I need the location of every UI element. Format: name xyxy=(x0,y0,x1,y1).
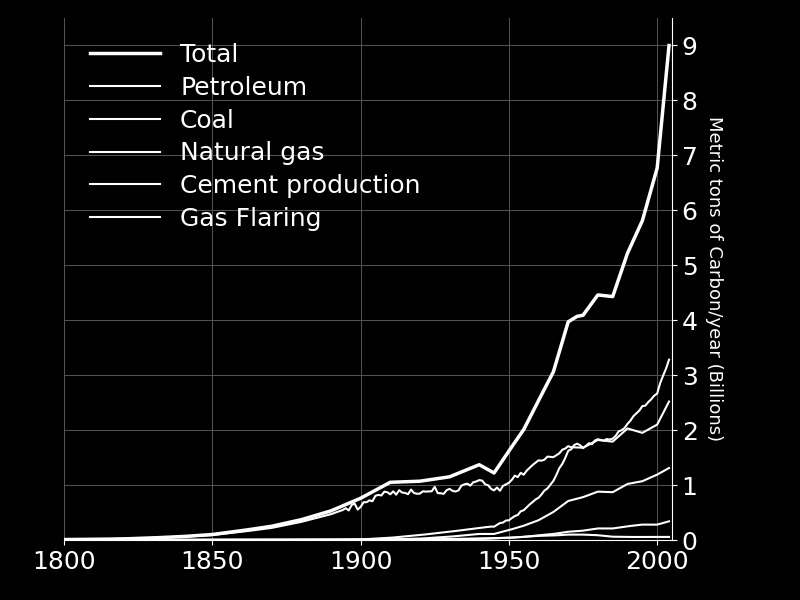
Total xyxy=(427,476,437,483)
Total xyxy=(136,535,146,542)
Natural gas xyxy=(664,464,674,472)
Natural gas xyxy=(611,487,621,494)
Coal xyxy=(136,535,146,542)
Petroleum xyxy=(136,536,146,544)
Line: Total: Total xyxy=(64,46,669,539)
Gas Flaring xyxy=(136,536,146,544)
Gas Flaring xyxy=(614,533,623,541)
Petroleum xyxy=(469,525,478,532)
Cement production xyxy=(664,518,674,525)
Total xyxy=(469,464,478,471)
Gas Flaring xyxy=(439,536,449,543)
Total xyxy=(439,474,449,481)
Gas Flaring xyxy=(563,531,573,538)
Gas Flaring xyxy=(664,533,674,541)
Cement production xyxy=(439,535,449,542)
Natural gas xyxy=(391,536,401,543)
Y-axis label: Metric tons of Carbon/year (Billions): Metric tons of Carbon/year (Billions) xyxy=(705,116,722,442)
Petroleum xyxy=(611,433,621,440)
Coal xyxy=(439,490,449,497)
Cement production xyxy=(59,536,69,544)
Total xyxy=(611,284,621,292)
Line: Cement production: Cement production xyxy=(64,521,669,540)
Coal xyxy=(611,436,621,443)
Coal xyxy=(469,479,478,486)
Petroleum xyxy=(439,529,449,536)
Legend: Total, Petroleum, Coal, Natural gas, Cement production, Gas Flaring: Total, Petroleum, Coal, Natural gas, Cem… xyxy=(82,36,428,238)
Line: Petroleum: Petroleum xyxy=(64,359,669,540)
Total xyxy=(664,42,674,49)
Coal xyxy=(391,491,401,498)
Petroleum xyxy=(664,356,674,363)
Cement production xyxy=(391,536,401,543)
Line: Coal: Coal xyxy=(64,401,669,539)
Line: Gas Flaring: Gas Flaring xyxy=(64,535,669,540)
Coal xyxy=(59,536,69,543)
Coal xyxy=(664,398,674,405)
Cement production xyxy=(136,536,146,544)
Gas Flaring xyxy=(59,536,69,544)
Total xyxy=(391,478,401,485)
Cement production xyxy=(611,524,621,532)
Natural gas xyxy=(427,534,437,541)
Cement production xyxy=(469,535,478,542)
Line: Natural gas: Natural gas xyxy=(64,468,669,540)
Petroleum xyxy=(427,530,437,538)
Gas Flaring xyxy=(427,536,437,543)
Gas Flaring xyxy=(391,536,401,544)
Natural gas xyxy=(469,531,478,538)
Petroleum xyxy=(391,533,401,541)
Petroleum xyxy=(59,536,69,544)
Coal xyxy=(427,488,437,495)
Gas Flaring xyxy=(469,535,478,542)
Natural gas xyxy=(136,536,146,544)
Cement production xyxy=(427,536,437,543)
Natural gas xyxy=(59,536,69,544)
Natural gas xyxy=(439,533,449,541)
Total xyxy=(59,536,69,543)
